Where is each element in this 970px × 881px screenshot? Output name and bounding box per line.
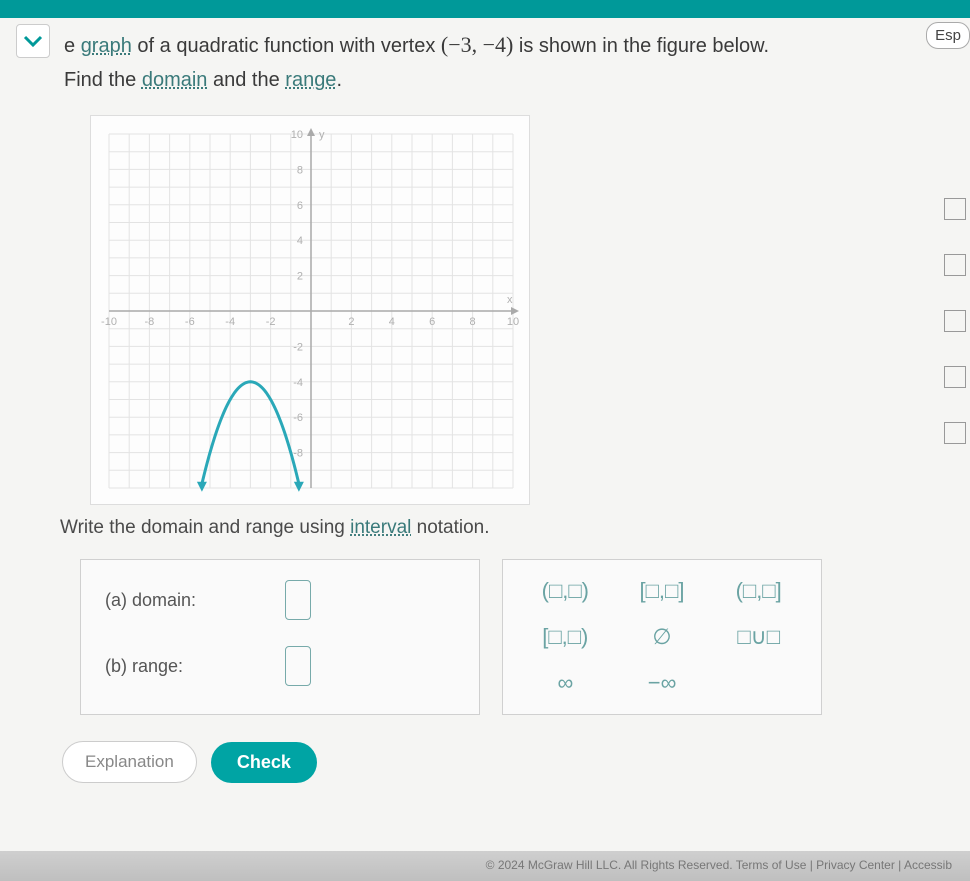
text-fragment: of a quadratic function with vertex bbox=[132, 35, 441, 57]
tool-icon-1[interactable] bbox=[944, 198, 966, 220]
instruction-text: Write the domain and range using interva… bbox=[60, 517, 950, 539]
svg-text:-4: -4 bbox=[293, 377, 303, 389]
check-button[interactable]: Check bbox=[211, 742, 317, 783]
graph-panel: -10 -8 -6 -4 -2 2 4 6 8 10 -8 -6 -4 -2 2 4 6 8 10 x y bbox=[90, 115, 530, 505]
text-fragment: Write the domain and range using bbox=[60, 517, 350, 538]
answer-box: (a) domain: (b) range: bbox=[80, 559, 480, 715]
svg-text:4: 4 bbox=[389, 316, 395, 328]
text-fragment: notation. bbox=[411, 517, 489, 538]
range-input[interactable] bbox=[285, 646, 311, 686]
svg-text:4: 4 bbox=[297, 236, 303, 248]
graph-svg: -10 -8 -6 -4 -2 2 4 6 8 10 -8 -6 -4 -2 2 4 6 8 10 x y bbox=[91, 116, 531, 506]
problem-statement: e graph of a quadratic function with ver… bbox=[64, 26, 950, 97]
svg-text:2: 2 bbox=[297, 271, 303, 283]
svg-text:10: 10 bbox=[291, 129, 303, 141]
palette-union[interactable]: □∪□ bbox=[737, 624, 780, 650]
glossary-link-graph[interactable]: graph bbox=[81, 35, 132, 57]
domain-line: (a) domain: bbox=[105, 580, 455, 620]
domain-label: (a) domain: bbox=[105, 590, 255, 611]
tool-icon-4[interactable] bbox=[944, 366, 966, 388]
svg-text:10: 10 bbox=[507, 316, 519, 328]
svg-text:-6: -6 bbox=[293, 413, 303, 425]
side-toolbar bbox=[944, 198, 966, 444]
vertex-coords: (−3, −4) bbox=[441, 32, 513, 57]
svg-text:-10: -10 bbox=[101, 316, 117, 328]
svg-text:8: 8 bbox=[470, 316, 476, 328]
palette-open-open[interactable]: (□,□) bbox=[542, 578, 589, 604]
palette-closed-closed[interactable]: [□,□] bbox=[640, 578, 685, 604]
palette-neg-infinity[interactable]: −∞ bbox=[648, 670, 677, 696]
svg-text:-6: -6 bbox=[185, 316, 195, 328]
svg-text:-4: -4 bbox=[225, 316, 235, 328]
domain-input[interactable] bbox=[285, 580, 311, 620]
tool-icon-2[interactable] bbox=[944, 254, 966, 276]
range-line: (b) range: bbox=[105, 646, 455, 686]
svg-text:6: 6 bbox=[297, 200, 303, 212]
text-fragment: is shown in the figure below. bbox=[513, 35, 769, 57]
glossary-link-range[interactable]: range bbox=[285, 69, 336, 91]
svg-text:2: 2 bbox=[348, 316, 354, 328]
text-fragment: . bbox=[336, 69, 342, 91]
svg-text:-2: -2 bbox=[266, 316, 276, 328]
glossary-link-domain[interactable]: domain bbox=[142, 69, 208, 91]
palette-empty-set[interactable]: ∅ bbox=[652, 624, 671, 650]
footer-text: © 2024 McGraw Hill LLC. All Rights Reser… bbox=[486, 858, 952, 872]
action-row: Explanation Check bbox=[62, 741, 950, 783]
language-esp-button[interactable]: Esp bbox=[926, 22, 970, 49]
symbol-palette: (□,□) [□,□] (□,□] [□,□) ∅ □∪□ ∞ −∞ bbox=[502, 559, 822, 715]
svg-text:-8: -8 bbox=[145, 316, 155, 328]
svg-text:y: y bbox=[319, 129, 325, 141]
text-fragment: Find the bbox=[64, 69, 142, 91]
svg-text:-8: -8 bbox=[293, 448, 303, 460]
tool-icon-3[interactable] bbox=[944, 310, 966, 332]
glossary-link-interval[interactable]: interval bbox=[350, 517, 411, 538]
footer-bar: © 2024 McGraw Hill LLC. All Rights Reser… bbox=[0, 851, 970, 881]
chevron-down-icon bbox=[23, 34, 43, 48]
collapse-button[interactable] bbox=[16, 24, 50, 58]
header-bar bbox=[0, 0, 970, 18]
text-fragment: and the bbox=[207, 69, 285, 91]
palette-open-closed[interactable]: (□,□] bbox=[736, 578, 782, 604]
content-area: Esp e graph of a quadratic function with… bbox=[0, 18, 970, 783]
explanation-button[interactable]: Explanation bbox=[62, 741, 197, 783]
palette-closed-open[interactable]: [□,□) bbox=[542, 624, 588, 650]
palette-infinity[interactable]: ∞ bbox=[557, 670, 573, 696]
range-label: (b) range: bbox=[105, 656, 255, 677]
svg-text:-2: -2 bbox=[293, 342, 303, 354]
svg-text:6: 6 bbox=[429, 316, 435, 328]
answer-row: (a) domain: (b) range: (□,□) [□,□] (□,□]… bbox=[80, 559, 950, 715]
svg-text:8: 8 bbox=[297, 165, 303, 177]
svg-text:x: x bbox=[507, 294, 513, 306]
text-fragment: e bbox=[64, 35, 81, 57]
tool-icon-5[interactable] bbox=[944, 422, 966, 444]
